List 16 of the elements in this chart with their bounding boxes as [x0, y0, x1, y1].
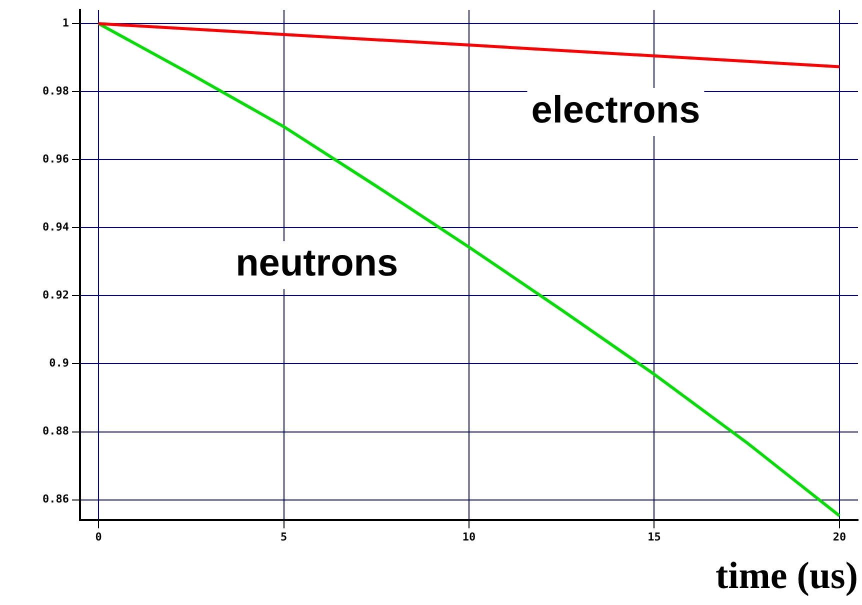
y-tick-label: 0.96	[42, 152, 70, 166]
y-tick-label: 0.9	[49, 356, 69, 370]
x-tick-label: 10	[462, 530, 476, 544]
y-tick-label: 0.86	[42, 492, 70, 506]
y-tick-label: 0.94	[42, 220, 70, 234]
x-axis-title: time (us)	[716, 555, 858, 598]
y-tick-label: 0.98	[42, 84, 69, 98]
y-tick-label: 0.88	[42, 424, 69, 438]
series-label: neutrons	[236, 242, 398, 285]
x-tick-label: 0	[95, 530, 102, 544]
x-tick-label: 20	[832, 530, 846, 544]
y-tick-label: 1	[62, 16, 70, 30]
series-label: electrons	[531, 90, 700, 132]
x-tick-label: 15	[648, 530, 661, 544]
x-tick-label: 5	[280, 530, 288, 544]
y-tick-label: 0.92	[42, 288, 69, 302]
